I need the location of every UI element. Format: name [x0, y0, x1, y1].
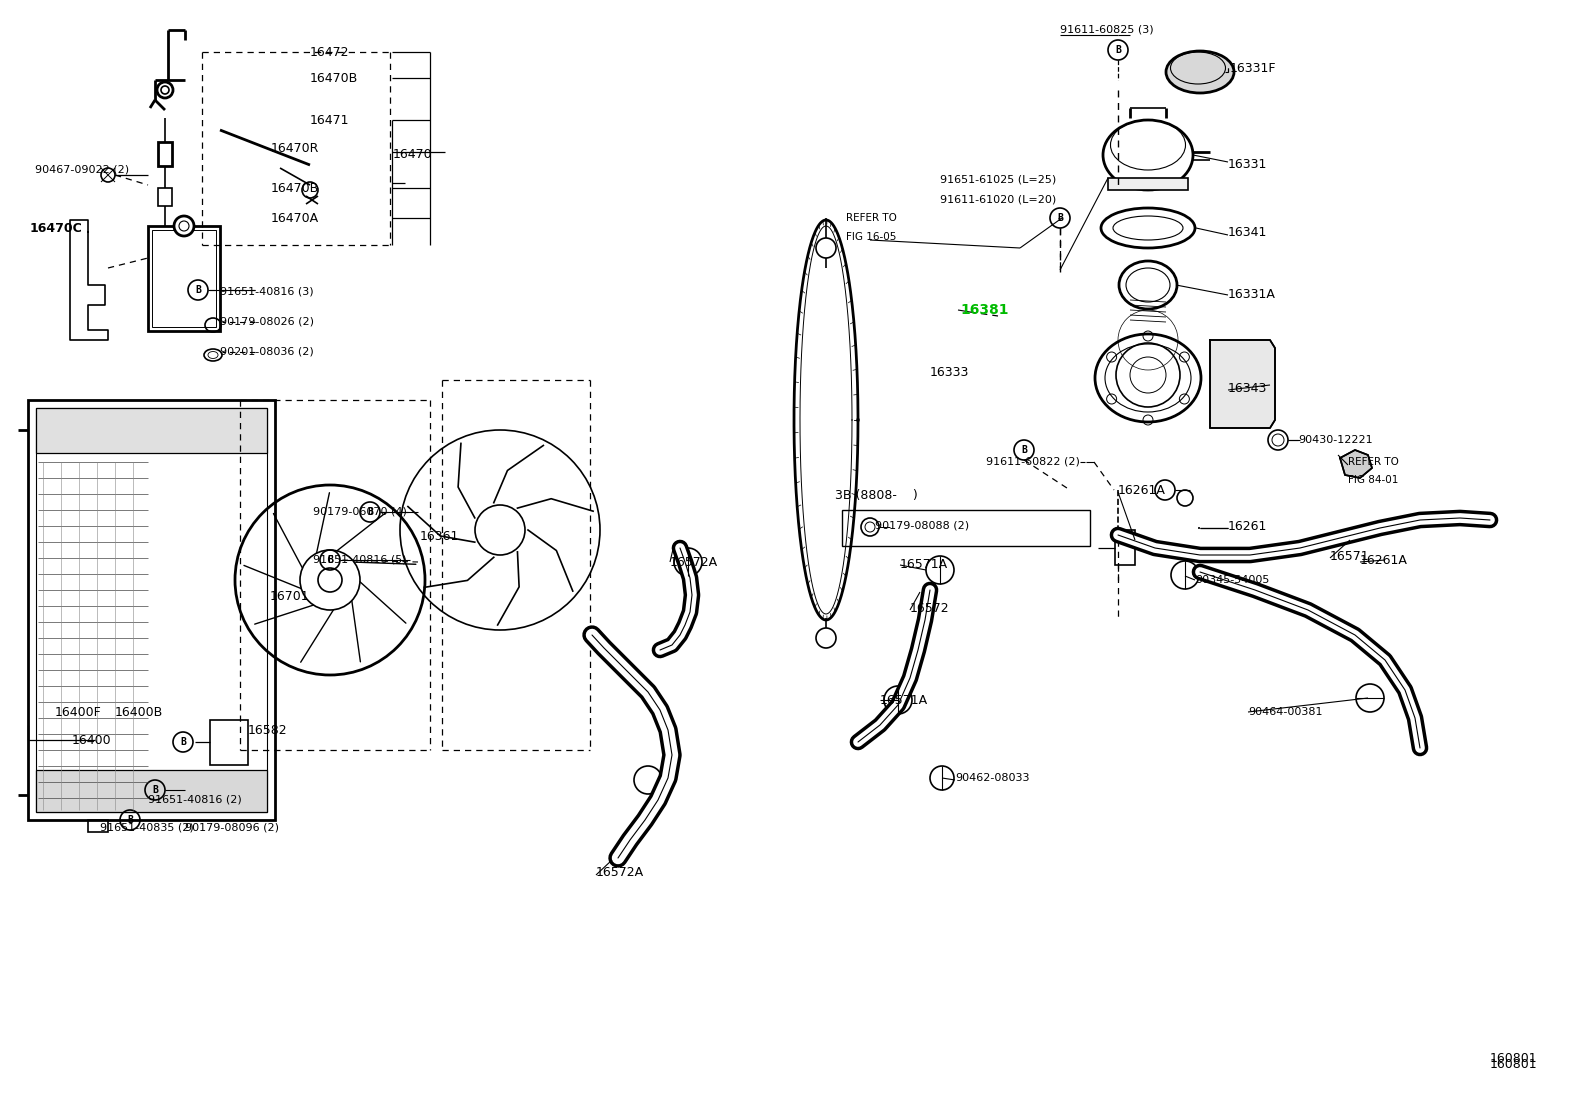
Text: 91611-60825 (3): 91611-60825 (3): [1060, 25, 1154, 35]
Text: 16470A: 16470A: [271, 211, 318, 224]
Text: 16470C: 16470C: [30, 222, 83, 234]
Text: 16331: 16331: [1227, 158, 1267, 171]
Text: B: B: [1020, 445, 1027, 455]
Text: B: B: [326, 555, 333, 565]
Text: 90464-00381: 90464-00381: [1248, 707, 1323, 717]
Bar: [842, 510, 1091, 546]
Text: 91651-40835 (2): 91651-40835 (2): [100, 823, 194, 833]
Text: 16400: 16400: [72, 733, 111, 746]
Text: 16582: 16582: [248, 723, 288, 736]
Text: 91611-61020 (L=20): 91611-61020 (L=20): [939, 195, 1055, 206]
Text: 16341: 16341: [1227, 225, 1267, 238]
Text: 16572: 16572: [911, 601, 949, 614]
Bar: [151, 230, 217, 328]
Text: 90179-06070 (4): 90179-06070 (4): [314, 507, 408, 517]
Bar: [158, 188, 172, 206]
Text: 160801: 160801: [1490, 1058, 1538, 1072]
Text: 16571A: 16571A: [899, 557, 949, 570]
Text: 16261A: 16261A: [1118, 484, 1165, 497]
Text: 16471: 16471: [310, 113, 350, 126]
Text: 16470R: 16470R: [271, 142, 320, 155]
Text: B: B: [153, 785, 158, 795]
Bar: [1114, 530, 1135, 565]
Bar: [158, 142, 172, 166]
Text: 16331F: 16331F: [1231, 62, 1277, 75]
Bar: [148, 226, 220, 331]
Text: 16261: 16261: [1227, 520, 1267, 533]
Text: 90179-08096 (2): 90179-08096 (2): [185, 823, 279, 833]
Text: 160801: 160801: [1490, 1052, 1538, 1065]
Text: 91651-40816 (3): 91651-40816 (3): [220, 287, 314, 297]
Text: B: B: [180, 737, 186, 747]
Text: FIG 84-01: FIG 84-01: [1348, 475, 1398, 485]
Bar: [88, 820, 108, 832]
Text: B: B: [1114, 45, 1121, 55]
Ellipse shape: [1103, 120, 1192, 190]
Ellipse shape: [1095, 334, 1200, 422]
Circle shape: [161, 86, 169, 95]
Bar: [37, 770, 267, 812]
Text: 16331A: 16331A: [1227, 289, 1275, 301]
Text: 16470B: 16470B: [271, 181, 320, 195]
Text: 16343: 16343: [1227, 381, 1267, 395]
Text: 16701: 16701: [271, 589, 309, 602]
Polygon shape: [1340, 449, 1372, 478]
Text: 90467-09022 (2): 90467-09022 (2): [35, 165, 129, 175]
Text: 16400F: 16400F: [56, 706, 102, 719]
Text: 16470: 16470: [393, 148, 433, 162]
Text: 16472: 16472: [310, 45, 350, 58]
Text: 16571A: 16571A: [880, 693, 928, 707]
Text: 91611-60822 (2): 91611-60822 (2): [985, 457, 1079, 467]
Bar: [29, 400, 275, 820]
Text: 90462-08033: 90462-08033: [955, 773, 1030, 782]
Bar: [37, 408, 267, 453]
Text: 91651-61025 (L=25): 91651-61025 (L=25): [939, 175, 1055, 185]
Text: B: B: [368, 507, 373, 517]
Text: FIG 16-05: FIG 16-05: [845, 232, 896, 242]
Text: 91651-40816 (2): 91651-40816 (2): [148, 795, 242, 804]
Text: 16400B: 16400B: [115, 706, 164, 719]
Text: 90201-08036 (2): 90201-08036 (2): [220, 347, 314, 357]
Text: 3B (8808-    ): 3B (8808- ): [834, 488, 917, 501]
Polygon shape: [1210, 340, 1275, 428]
Text: 90345-54005: 90345-54005: [1196, 575, 1269, 585]
Text: 16361: 16361: [420, 530, 460, 543]
Text: 16261A: 16261A: [1360, 554, 1407, 566]
Text: REFER TO: REFER TO: [1348, 457, 1399, 467]
Text: B: B: [1057, 213, 1063, 223]
Text: REFER TO: REFER TO: [845, 213, 896, 223]
Text: 16470B: 16470B: [310, 71, 358, 85]
Bar: [210, 720, 248, 765]
Ellipse shape: [1102, 208, 1196, 248]
Text: 90179-08088 (2): 90179-08088 (2): [876, 521, 970, 531]
Text: 90179-08026 (2): 90179-08026 (2): [220, 317, 314, 328]
Bar: [37, 408, 267, 812]
Ellipse shape: [1165, 51, 1234, 93]
Text: B: B: [196, 285, 201, 295]
Text: 16381: 16381: [960, 303, 1008, 317]
Text: 16333: 16333: [930, 366, 970, 378]
Text: 91651-40816 (5): 91651-40816 (5): [314, 555, 406, 565]
Text: 16572A: 16572A: [595, 866, 645, 878]
Text: 16572A: 16572A: [670, 555, 718, 568]
Text: 16571: 16571: [1329, 550, 1369, 563]
Circle shape: [174, 217, 194, 236]
Ellipse shape: [1119, 260, 1176, 309]
Text: 90430-12221: 90430-12221: [1297, 435, 1372, 445]
Bar: [1108, 178, 1188, 190]
Text: B: B: [127, 815, 134, 825]
